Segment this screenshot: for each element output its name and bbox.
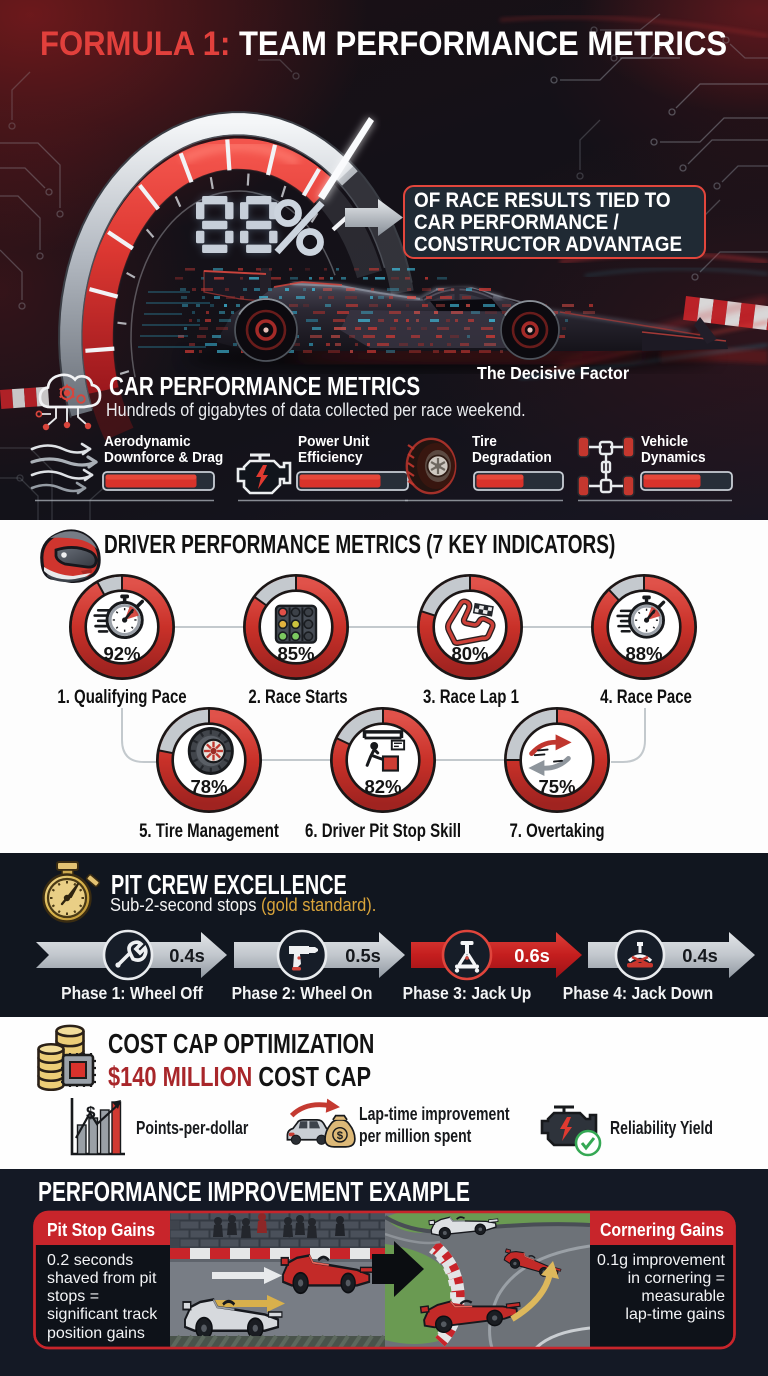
- svg-text:75%: 75%: [538, 776, 575, 797]
- svg-text:85%: 85%: [277, 643, 314, 664]
- svg-text:88%: 88%: [625, 643, 662, 664]
- svg-text:82%: 82%: [364, 776, 401, 797]
- svg-text:$: $: [337, 1130, 344, 1142]
- svg-text:92%: 92%: [103, 643, 140, 664]
- svg-text:78%: 78%: [190, 776, 227, 797]
- svg-text:80%: 80%: [451, 643, 488, 664]
- svg-text:$: $: [86, 1103, 96, 1122]
